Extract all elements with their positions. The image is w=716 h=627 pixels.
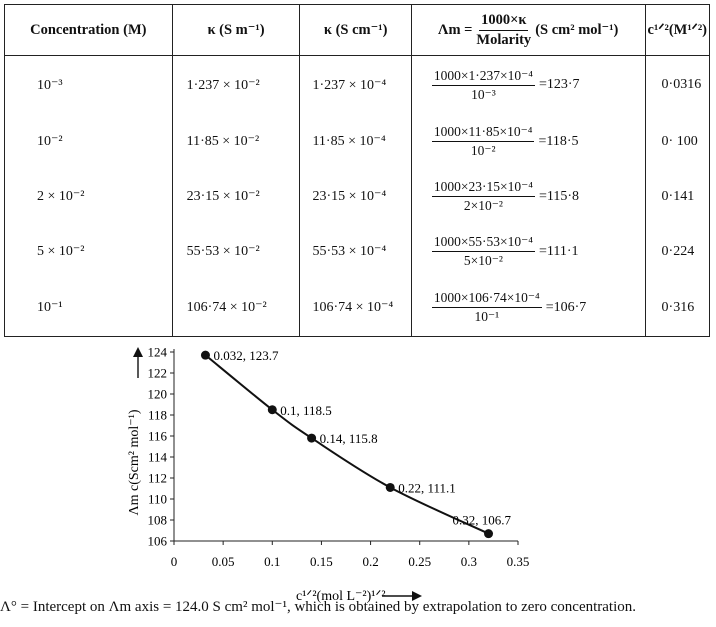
header-lambda-numerator: 1000×κ — [479, 12, 529, 31]
y-tick-label: 114 — [148, 450, 168, 465]
y-tick-label: 110 — [148, 492, 167, 507]
header-molar-conductivity: Λm = 1000×κ Molarity (S cm² mol⁻¹) — [410, 4, 646, 56]
cell-molar-conductivity: 1000×1·237×10⁻⁴ 10⁻³ =123·7 — [410, 55, 646, 114]
header-concentration: Concentration (M) — [4, 4, 173, 56]
cell-kappa-scm: 55·53 × 10⁻⁴ — [299, 224, 412, 279]
x-axis-label: c¹ᐟ²(mol L⁻²)¹ᐟ² — [296, 589, 386, 604]
cell-kappa-sm: 11·85 × 10⁻² — [171, 114, 301, 169]
calc-numerator: 1000×55·53×10⁻⁴ — [431, 234, 535, 252]
calc-numerator: 1000×106·74×10⁻⁴ — [431, 290, 542, 308]
conductivity-table: Concentration (M) κ (S m⁻¹) κ (S cm⁻¹) Λ… — [4, 4, 711, 337]
x-tick-label: 0.15 — [310, 554, 333, 569]
y-tick-label: 106 — [148, 534, 168, 549]
cell-kappa-sm: 1·237 × 10⁻² — [171, 55, 301, 114]
cell-concentration: 10⁻³ — [4, 55, 173, 114]
cell-concentration: 10⁻² — [4, 114, 173, 169]
data-label: 0.32, 106.7 — [453, 513, 512, 528]
molar-conductivity-chart: 106 108 110 112 114 116 118 120 122 124 0 0.05 0.1 0.… — [127, 345, 530, 605]
x-tick-label: 0.35 — [507, 554, 530, 569]
y-axis-label: Λm c(Scm² mol⁻¹) — [127, 409, 142, 515]
x-tick-label: 0.1 — [264, 554, 280, 569]
calc-result: =115·8 — [538, 188, 580, 204]
data-point — [385, 482, 395, 492]
x-tick-label: 0.25 — [408, 554, 431, 569]
y-tick-label: 108 — [148, 513, 168, 528]
header-lambda-symbol: Λm = — [438, 21, 473, 38]
calc-result: =123·7 — [538, 77, 580, 92]
table-row: 10⁻¹ 106·74 × 10⁻² 106·74 × 10⁻⁴ 1000×106·7… — [4, 279, 711, 337]
y-tick-label: 118 — [148, 408, 167, 423]
cell-sqrt-concentration: 0·316 — [644, 279, 711, 337]
caption: Λ° = Intercept on Λm axis = 124.0 S cm² … — [0, 599, 637, 615]
cell-kappa-scm: 106·74 × 10⁻⁴ — [299, 279, 412, 337]
y-tick-label: 124 — [148, 345, 168, 360]
cell-concentration: 2 × 10⁻² — [4, 169, 173, 224]
calc-result: =118·5 — [538, 133, 579, 149]
table-header-row: Concentration (M) κ (S m⁻¹) κ (S cm⁻¹) Λ… — [4, 4, 711, 56]
table-row: 5 × 10⁻² 55·53 × 10⁻² 55·53 × 10⁻⁴ 1000×55·… — [4, 224, 711, 279]
header-lambda-denominator: Molarity — [476, 31, 532, 48]
data-point — [267, 405, 277, 415]
header-kappa-sm: κ (S m⁻¹) — [171, 4, 301, 56]
data-label: 0.22, 111.1 — [398, 480, 456, 495]
cell-sqrt-concentration: 0· 100 — [644, 114, 711, 169]
cell-concentration: 5 × 10⁻² — [4, 224, 173, 279]
header-sqrt-concentration: c¹ᐟ²(M¹ᐟ²) — [644, 4, 711, 56]
x-axis-arrowhead — [412, 591, 422, 601]
y-tick-label: 112 — [148, 471, 167, 486]
calc-numerator: 1000×11·85×10⁻⁴ — [431, 124, 535, 142]
y-axis-arrowhead — [133, 347, 143, 357]
data-label: 0.14, 115.8 — [320, 431, 378, 446]
cell-molar-conductivity: 1000×23·15×10⁻⁴ 2×10⁻² =115·8 — [410, 169, 646, 224]
cell-sqrt-concentration: 0·0316 — [644, 55, 711, 114]
calc-denominator: 5×10⁻² — [463, 253, 503, 268]
header-lambda-unit: (S cm² mol⁻¹) — [535, 22, 619, 38]
cell-concentration: 10⁻¹ — [4, 279, 173, 337]
cell-kappa-scm: 1·237 × 10⁻⁴ — [299, 55, 412, 114]
header-kappa-scm: κ (S cm⁻¹) — [299, 4, 412, 56]
cell-sqrt-concentration: 0·141 — [644, 169, 711, 224]
calc-denominator: 2×10⁻² — [463, 198, 503, 213]
data-point — [200, 350, 210, 360]
data-point — [307, 433, 317, 443]
table-row: 10⁻² 11·85 × 10⁻² 11·85 × 10⁻⁴ 1000×11·85×1… — [4, 114, 711, 169]
data-label: 0.032, 123.7 — [213, 348, 278, 363]
x-tick-label: 0.3 — [461, 554, 477, 569]
cell-kappa-scm: 11·85 × 10⁻⁴ — [299, 114, 412, 169]
table-row: 10⁻³ 1·237 × 10⁻² 1·237 × 10⁻⁴ 1000×1·237×1… — [4, 55, 711, 114]
x-tick-label: 0.05 — [212, 554, 235, 569]
calc-result: =111·1 — [538, 243, 579, 259]
calc-denominator: 10⁻³ — [471, 86, 496, 102]
cell-molar-conductivity: 1000×106·74×10⁻⁴ 10⁻¹ =106·7 — [410, 279, 646, 337]
calc-numerator: 1000×23·15×10⁻⁴ — [431, 179, 535, 197]
y-tick-label: 116 — [148, 429, 168, 444]
table-row: 2 × 10⁻² 23·15 × 10⁻² 23·15 × 10⁻⁴ 1000×23·… — [4, 169, 711, 224]
cell-kappa-sm: 23·15 × 10⁻² — [171, 169, 301, 224]
y-tick-label: 122 — [148, 366, 168, 381]
x-tick-label: 0.2 — [362, 554, 378, 569]
data-label: 0.1, 118.5 — [280, 403, 332, 418]
calc-denominator: 10⁻¹ — [474, 309, 500, 324]
calc-numerator: 1000×1·237×10⁻⁴ — [431, 68, 535, 86]
calc-result: =106·7 — [545, 299, 587, 315]
y-tick-label: 120 — [148, 387, 168, 402]
cell-molar-conductivity: 1000×55·53×10⁻⁴ 5×10⁻² =111·1 — [410, 224, 646, 279]
x-tick-label: 0 — [171, 554, 178, 569]
cell-kappa-sm: 106·74 × 10⁻² — [171, 279, 301, 337]
cell-kappa-sm: 55·53 × 10⁻² — [171, 224, 301, 279]
cell-sqrt-concentration: 0·224 — [644, 224, 711, 279]
calc-denominator: 10⁻² — [470, 143, 496, 158]
cell-kappa-scm: 23·15 × 10⁻⁴ — [299, 169, 412, 224]
data-point — [484, 529, 494, 539]
cell-molar-conductivity: 1000×11·85×10⁻⁴ 10⁻² =118·5 — [410, 114, 646, 169]
